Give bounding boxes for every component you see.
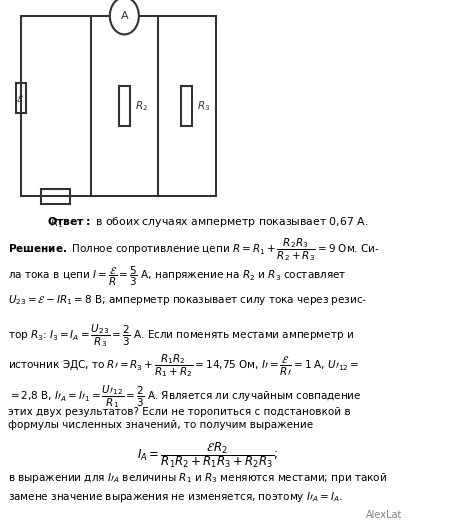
Text: $R_2$: $R_2$ bbox=[135, 99, 148, 113]
Text: A: A bbox=[120, 11, 128, 21]
Text: $\mathcal{E}$: $\mathcal{E}$ bbox=[16, 93, 24, 103]
Text: $\bf{Решение.}$ Полное сопротивление цепи $R = R_1 + \dfrac{R_2 R_3}{R_2 + R_3} : $\bf{Решение.}$ Полное сопротивление цеп… bbox=[8, 236, 380, 263]
Bar bbox=[15, 83, 26, 113]
Bar bbox=[41, 189, 70, 204]
Text: замене значение выражения не изменяется, поэтому $I\prime_A = I_A$.: замене значение выражения не изменяется,… bbox=[8, 490, 343, 504]
Text: в выражении для $I\prime_A$ величины $R_1$ и $R_3$ меняются местами; при такой: в выражении для $I\prime_A$ величины $R_… bbox=[8, 471, 387, 484]
Text: $R_3$: $R_3$ bbox=[197, 99, 210, 113]
Text: ла тока в цепи $I = \dfrac{\mathcal{E}}{R} = \dfrac{5}{3}$ А, напряжение на $R_2: ла тока в цепи $I = \dfrac{\mathcal{E}}{… bbox=[8, 265, 347, 288]
Text: формулы численных значений, то получим выражение: формулы численных значений, то получим в… bbox=[8, 420, 313, 430]
Text: $I_A = \dfrac{\mathcal{E} R_2}{R_1 R_2 + R_1 R_3 + R_2 R_3}$;: $I_A = \dfrac{\mathcal{E} R_2}{R_1 R_2 +… bbox=[137, 440, 278, 470]
Text: $\bf{Ответ:}$ в обоих случаях амперметр показывает 0,67 А.: $\bf{Ответ:}$ в обоих случаях амперметр … bbox=[46, 215, 368, 228]
Text: AlexLat: AlexLat bbox=[366, 510, 402, 520]
Text: этих двух результатов? Если не торопиться с подстановкой в: этих двух результатов? Если не торопитьс… bbox=[8, 407, 351, 417]
Text: тор $R_3$: $I_3 = I_A = \dfrac{U_{23}}{R_3} = \dfrac{2}{3}$ А. Если поменять мес: тор $R_3$: $I_3 = I_A = \dfrac{U_{23}}{R… bbox=[8, 322, 354, 349]
Text: $R_1$: $R_1$ bbox=[50, 216, 64, 230]
Text: $U_{23} = \mathcal{E} - IR_1 = 8$ В; амперметр показывает силу тока через резис-: $U_{23} = \mathcal{E} - IR_1 = 8$ В; амп… bbox=[8, 293, 368, 307]
Circle shape bbox=[110, 0, 139, 34]
Bar bbox=[119, 86, 130, 126]
Bar bbox=[181, 86, 192, 126]
Text: $= 2{,}8$ В, $I\prime_A = I\prime_1 = \dfrac{U\prime_{12}}{R_1} = \dfrac{2}{3}$ : $= 2{,}8$ В, $I\prime_A = I\prime_1 = \d… bbox=[8, 383, 362, 410]
Text: источник ЭДС, то $R\prime = R_3 + \dfrac{R_1 R_2}{R_1 + R_2} = 14{,}75$ Ом, $I\p: источник ЭДС, то $R\prime = R_3 + \dfrac… bbox=[8, 352, 359, 379]
